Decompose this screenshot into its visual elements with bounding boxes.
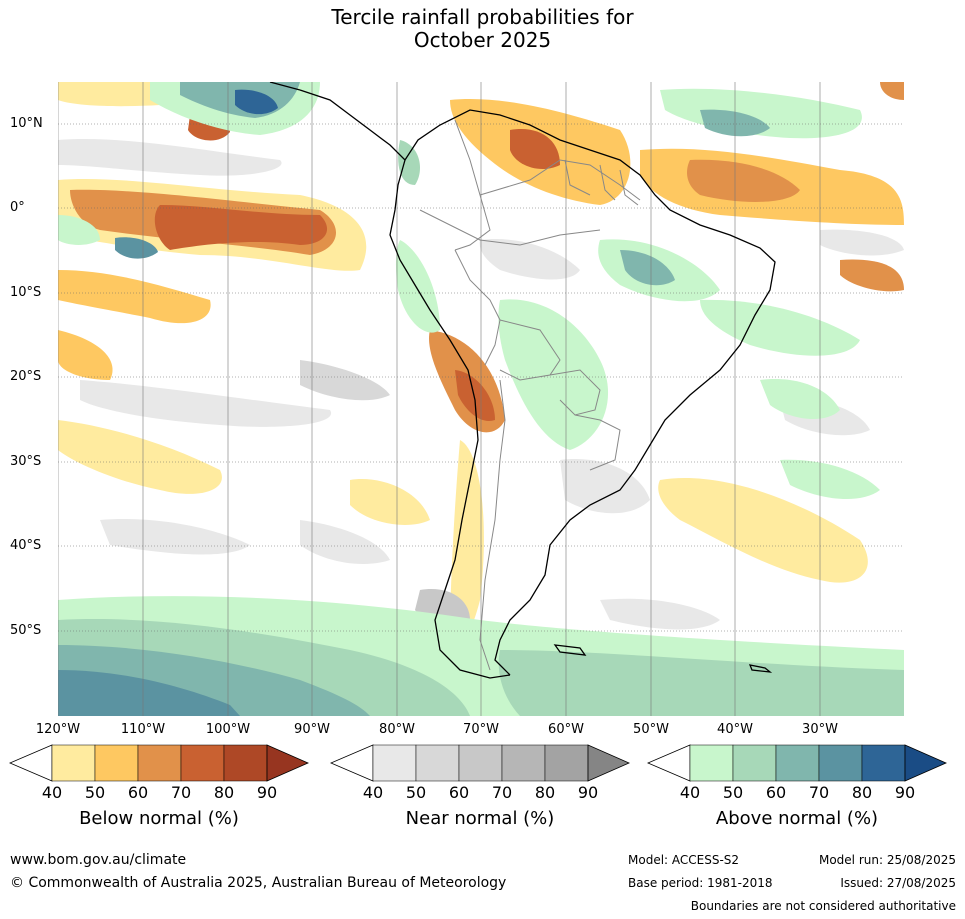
lat-label-0: 0°: [10, 200, 25, 215]
colorbar-below-tick: 60: [127, 783, 149, 802]
map-title-line1: Tercile rainfall probabilities for: [331, 5, 634, 29]
country-borders: [419, 119, 641, 671]
lon-label-30w: 30°W: [802, 722, 838, 737]
probability-field: [58, 82, 904, 716]
lat-label-20s: 20°S: [10, 369, 42, 384]
colorbar-above-tick: 50: [722, 783, 744, 802]
lat-label-50s: 50°S: [10, 623, 42, 638]
lon-label-110w: 110°W: [120, 722, 166, 737]
colorbar-below-tick: 90: [256, 783, 278, 802]
footer-model: Model: ACCESS-S2: [628, 853, 740, 867]
lat-label-10s: 10°S: [10, 285, 42, 300]
lon-label-60w: 60°W: [548, 722, 584, 737]
colorbar-near-normal: [329, 744, 630, 782]
colorbar-above-label: Above normal (%): [715, 808, 879, 829]
near-normal-areas: [58, 139, 904, 630]
footer-base-period: Base period: 1981-2018: [628, 876, 773, 890]
colorbar-near-label: Near normal (%): [405, 808, 555, 829]
lon-label-120w: 120°W: [35, 722, 81, 737]
colorbar-above-tick: 60: [765, 783, 787, 802]
lon-label-100w: 100°W: [205, 722, 251, 737]
lon-label-90w: 90°W: [294, 722, 330, 737]
footer-issued: Issued: 27/08/2025: [840, 876, 956, 890]
colorbar-above-tick: 80: [851, 783, 873, 802]
colorbar-near-tick: 60: [448, 783, 470, 802]
colorbar-near-tick: 90: [577, 783, 599, 802]
colorbar-below-tick: 40: [41, 783, 63, 802]
colorbar-below-normal: [8, 744, 309, 782]
map-title-line2: October 2025: [413, 28, 552, 52]
colorbar-below-tick: 80: [213, 783, 235, 802]
lat-label-30s: 30°S: [10, 454, 42, 469]
footer-disclaimer: Boundaries are not considered authoritat…: [690, 899, 956, 913]
colorbar-above-tick: 70: [808, 783, 830, 802]
footer-url: www.bom.gov.au/climate: [10, 852, 187, 868]
lon-label-50w: 50°W: [633, 722, 669, 737]
colorbar-above-normal: [646, 744, 947, 782]
colorbar-near-tick: 50: [405, 783, 427, 802]
colorbar-above-tick: 90: [894, 783, 916, 802]
longitude-gridlines: [58, 82, 821, 716]
colorbar-below-tick: 50: [84, 783, 106, 802]
coastlines: [269, 82, 776, 679]
footer-copyright: © Commonwealth of Australia 2025, Austra…: [10, 875, 507, 891]
colorbar-near-tick: 40: [362, 783, 384, 802]
lon-label-40w: 40°W: [717, 722, 753, 737]
colorbar-near-tick: 70: [491, 783, 513, 802]
colorbar-near-tick: 80: [534, 783, 556, 802]
colorbar-below-label: Below normal (%): [79, 808, 239, 829]
lat-label-10n: 10°N: [10, 116, 43, 131]
below-normal-areas: [58, 82, 904, 671]
colorbar-above-tick: 40: [679, 783, 701, 802]
colorbar-below-tick: 70: [170, 783, 192, 802]
lat-label-40s: 40°S: [10, 538, 42, 553]
footer-model-run: Model run: 25/08/2025: [818, 853, 956, 867]
lon-label-70w: 70°W: [463, 722, 499, 737]
lon-label-80w: 80°W: [379, 722, 415, 737]
